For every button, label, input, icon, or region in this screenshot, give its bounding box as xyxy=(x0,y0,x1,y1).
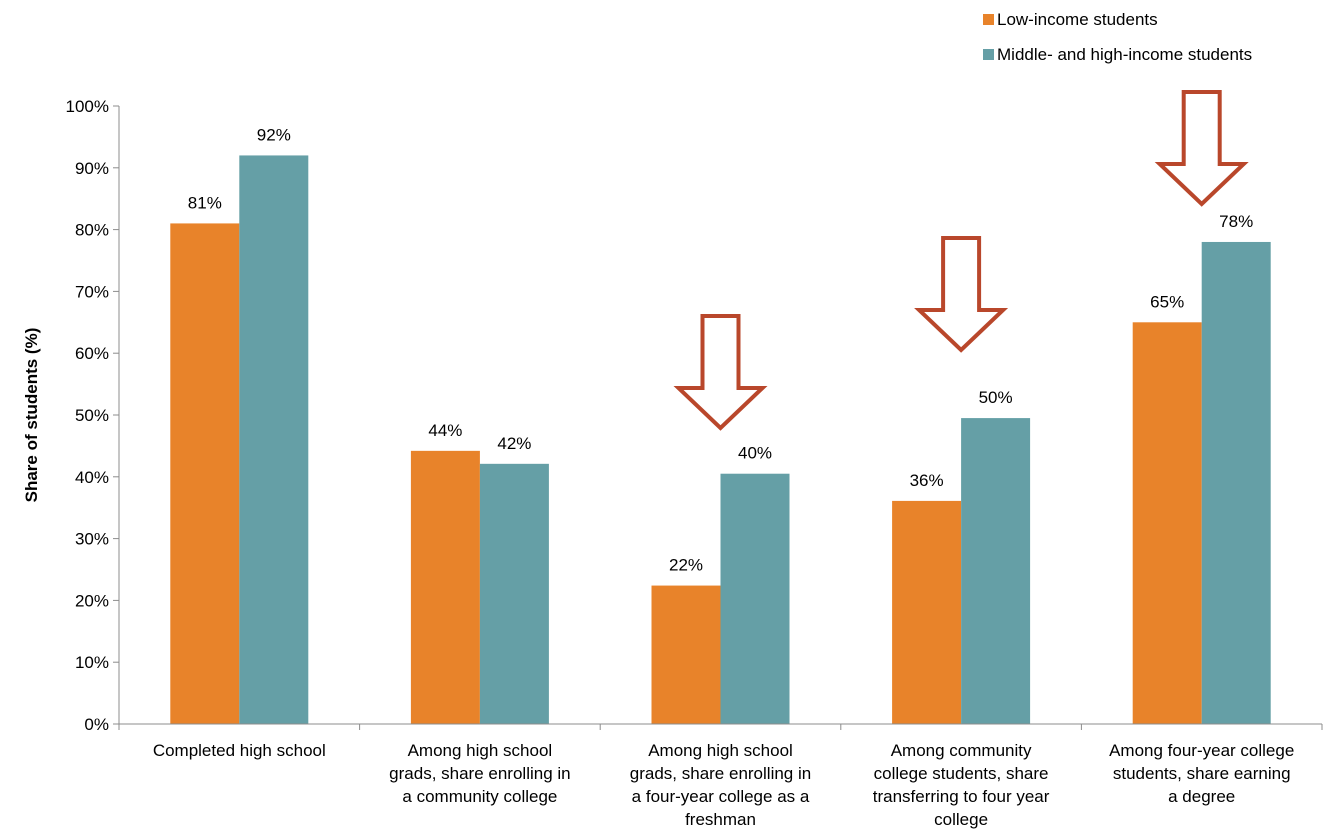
bar-middle-high-income xyxy=(961,418,1031,724)
down-arrow-outline-icon xyxy=(914,236,1009,353)
x-category-label-line: Completed high school xyxy=(153,741,326,760)
bar-middle-high-income xyxy=(239,155,309,724)
x-category-label: Among community college students, share tr… xyxy=(873,741,1050,829)
data-label: 40% xyxy=(738,444,772,463)
bar-low-income xyxy=(170,223,240,725)
x-category-label-line: a community college xyxy=(402,787,557,806)
y-tick-label: 100% xyxy=(66,97,109,116)
x-category-label-line: grads, share enrolling in xyxy=(389,764,570,783)
x-category-label-line: freshman xyxy=(685,810,756,829)
y-tick-label: 10% xyxy=(75,653,109,672)
data-label: 81% xyxy=(188,193,222,212)
data-labels: 81% 44% 22% 36% 65% 92% 42% 40% 50% 78% xyxy=(188,125,1253,574)
x-category-label-line: Among four-year college xyxy=(1109,741,1294,760)
legend-swatch xyxy=(983,14,994,25)
y-tick-label: 30% xyxy=(75,530,109,549)
x-category-label: Among high school grads, share enrolling … xyxy=(630,741,811,829)
x-category-label-line: a four-year college as a xyxy=(632,787,810,806)
y-tick-label: 20% xyxy=(75,591,109,610)
data-label: 42% xyxy=(497,434,531,453)
x-category-label-line: Among high school xyxy=(408,741,553,760)
x-category-label: Completed high school xyxy=(153,741,326,760)
x-category-label-line: a degree xyxy=(1168,787,1235,806)
y-tick-label: 40% xyxy=(75,468,109,487)
x-category-label-line: Among community xyxy=(891,741,1032,760)
bar-middle-high-income xyxy=(479,463,549,724)
data-label: 44% xyxy=(428,421,462,440)
y-axis-title: Share of students (%) xyxy=(22,328,41,503)
data-label: 36% xyxy=(910,471,944,490)
legend-swatch xyxy=(983,49,994,60)
y-tick-label: 0% xyxy=(84,715,109,734)
data-label: 78% xyxy=(1219,212,1253,231)
legend-label: Low-income students xyxy=(997,10,1158,29)
y-axis: Share of students (%) 0% 10% 20% 30% 40% 50% 6… xyxy=(22,97,120,734)
x-category-label-line: college xyxy=(934,810,988,829)
legend: Low-income students Middle- and high-inco… xyxy=(983,10,1252,64)
bars xyxy=(170,155,1271,725)
data-label: 22% xyxy=(669,556,703,575)
x-category-label-line: college students, share xyxy=(874,764,1049,783)
x-category-label-line: Among high school xyxy=(648,741,793,760)
data-label: 92% xyxy=(257,125,291,144)
x-axis: Completed high school Among high school gr… xyxy=(118,723,1323,829)
y-tick-label: 90% xyxy=(75,159,109,178)
y-tick-label: 50% xyxy=(75,406,109,425)
down-arrow-outline-icon xyxy=(673,314,768,431)
bar-low-income xyxy=(651,585,721,724)
x-category-label-line: transferring to four year xyxy=(873,787,1050,806)
bar-middle-high-income xyxy=(1201,241,1271,724)
data-label: 50% xyxy=(979,388,1013,407)
x-category-label: Among four-year college students, share e… xyxy=(1109,741,1294,806)
bar-low-income xyxy=(892,500,962,724)
data-label: 65% xyxy=(1150,292,1184,311)
x-category-label: Among high school grads, share enrolling … xyxy=(389,741,570,806)
annotation-arrows xyxy=(673,90,1249,431)
x-category-label-line: grads, share enrolling in xyxy=(630,764,811,783)
y-tick-label: 60% xyxy=(75,344,109,363)
down-arrow-outline-icon xyxy=(1154,90,1249,207)
x-category-label-line: students, share earning xyxy=(1113,764,1291,783)
y-tick-label: 80% xyxy=(75,221,109,240)
y-tick-label: 70% xyxy=(75,282,109,301)
bar-middle-high-income xyxy=(720,473,790,724)
legend-label: Middle- and high-income students xyxy=(997,45,1252,64)
bar-low-income xyxy=(410,450,480,724)
bar-low-income xyxy=(1132,322,1202,724)
